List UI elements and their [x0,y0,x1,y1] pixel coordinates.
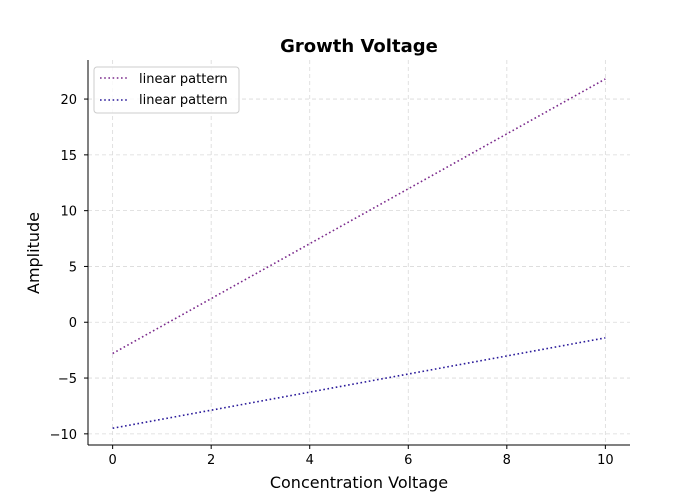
x-tick-label-0: 0 [108,453,116,468]
legend-label-1: linear pattern [139,93,228,108]
series-line-1 [112,337,606,430]
legend-box [93,66,240,114]
x-axis-label: Concentration Voltage [270,473,448,492]
y-tick-label-0: −10 [50,428,77,443]
series-line-0 [112,78,606,355]
y-tick-label-3: 5 [69,260,77,275]
x-tick-label-5: 10 [597,453,614,468]
legend-label-0: linear pattern [139,72,228,87]
y-axis-label: Amplitude [24,212,43,294]
y-tick-label-4: 10 [60,205,77,220]
ticks: 0 2 4 6 8 10 −10 −5 0 5 10 15 20 [50,93,614,468]
y-tick-label-2: 0 [69,316,77,331]
grid [88,60,630,445]
y-tick-label-6: 20 [60,93,77,108]
y-tick-label-5: 15 [60,149,77,164]
y-tick-label-1: −5 [58,372,77,387]
x-tick-label-4: 8 [503,453,511,468]
series [112,78,606,430]
chart-title: Growth Voltage [280,36,438,57]
x-tick-label-2: 4 [306,453,314,468]
axes [87,60,630,446]
x-tick-label-3: 6 [404,453,412,468]
legend: linear pattern linear pattern [93,66,240,114]
x-tick-label-1: 2 [207,453,215,468]
